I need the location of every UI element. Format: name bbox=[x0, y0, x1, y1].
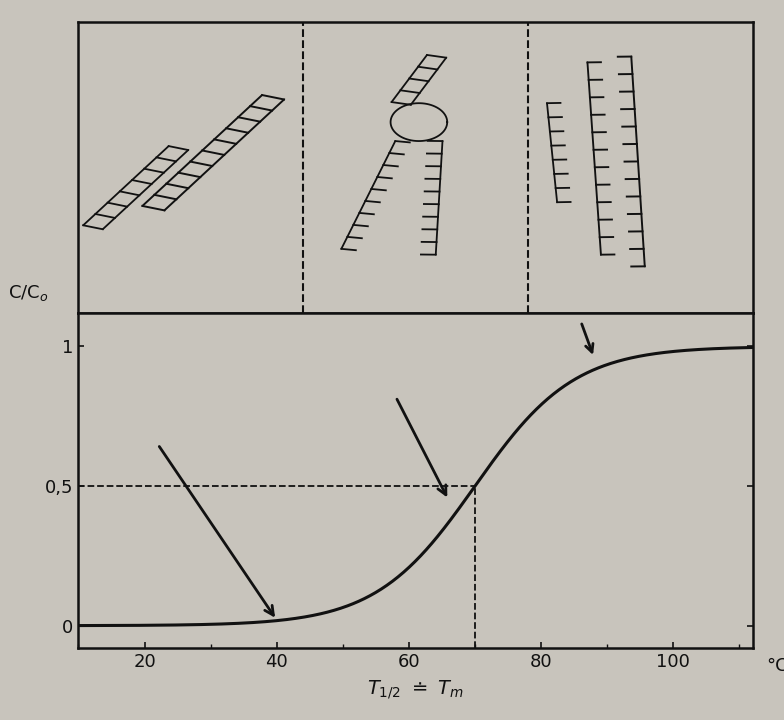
Text: C/C$_o$: C/C$_o$ bbox=[8, 283, 48, 303]
X-axis label: $T_{1/2}\ \doteq\ T_m$: $T_{1/2}\ \doteq\ T_m$ bbox=[367, 678, 464, 701]
Text: °C: °C bbox=[766, 657, 784, 675]
